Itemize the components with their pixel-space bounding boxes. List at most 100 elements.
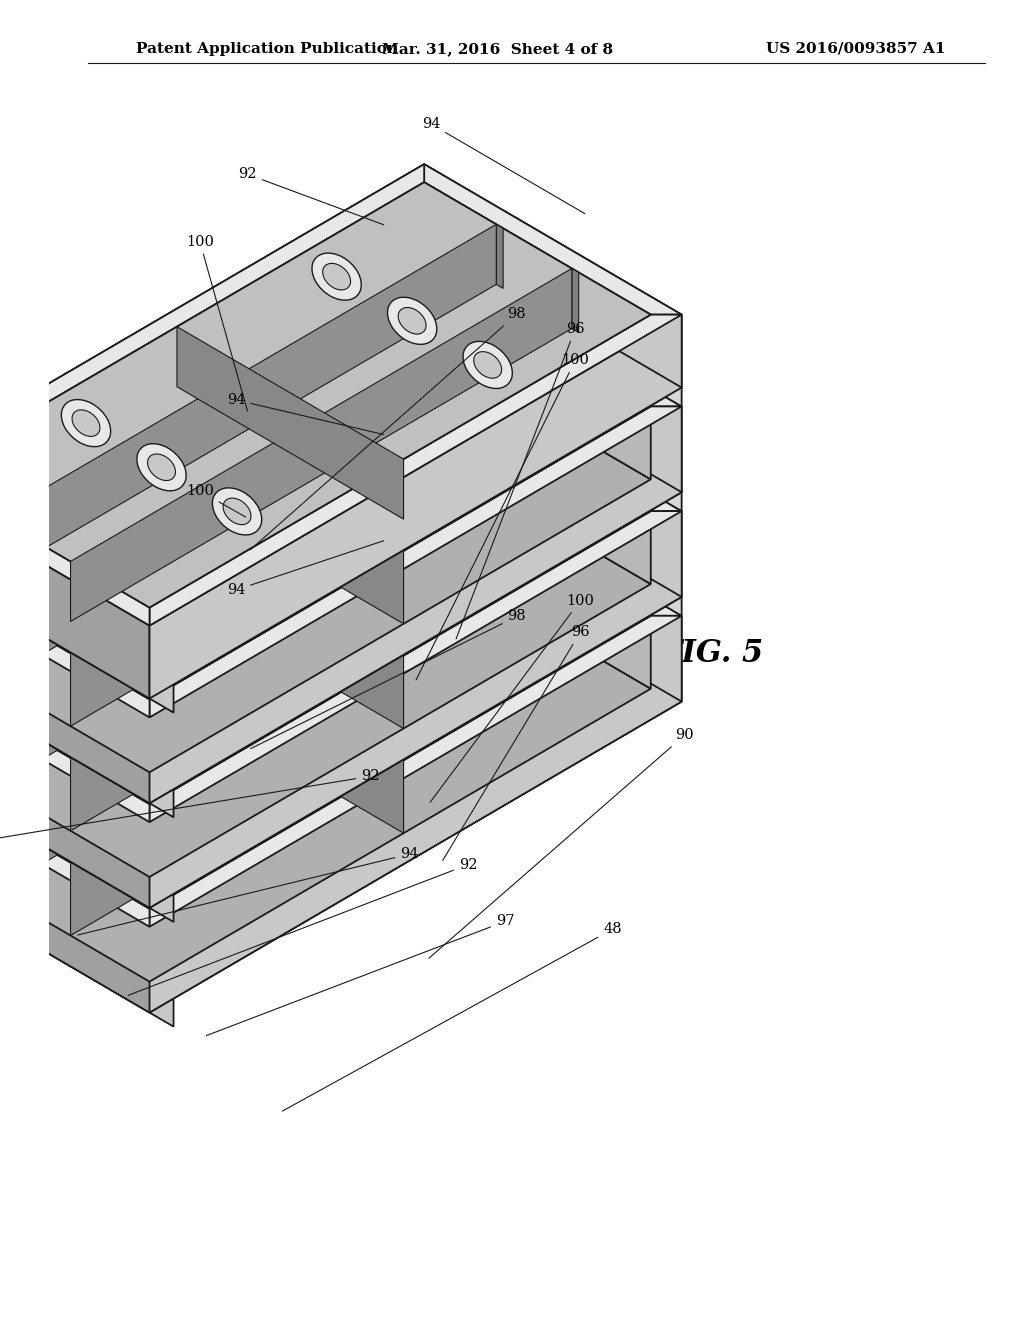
- Ellipse shape: [223, 694, 251, 721]
- Polygon shape: [571, 465, 579, 543]
- Ellipse shape: [474, 351, 502, 379]
- Polygon shape: [571, 360, 579, 437]
- Polygon shape: [0, 466, 424, 776]
- Ellipse shape: [72, 502, 100, 528]
- Ellipse shape: [474, 653, 502, 680]
- Polygon shape: [0, 451, 651, 876]
- Polygon shape: [150, 511, 682, 908]
- Polygon shape: [370, 289, 424, 321]
- Text: 96: 96: [442, 626, 590, 861]
- Polygon shape: [71, 268, 571, 622]
- Text: US 2016/0093857 A1: US 2016/0093857 A1: [767, 42, 946, 55]
- Polygon shape: [571, 570, 579, 647]
- Polygon shape: [571, 268, 579, 333]
- Polygon shape: [150, 747, 204, 779]
- Polygon shape: [370, 185, 400, 240]
- Polygon shape: [424, 379, 651, 583]
- Polygon shape: [424, 342, 682, 511]
- Polygon shape: [150, 314, 682, 626]
- Text: Patent Application Publication: Patent Application Publication: [136, 42, 398, 55]
- Polygon shape: [0, 421, 497, 787]
- Polygon shape: [0, 525, 497, 891]
- Ellipse shape: [61, 597, 111, 643]
- Ellipse shape: [333, 491, 353, 510]
- Text: FIG. 5: FIG. 5: [660, 638, 764, 669]
- Polygon shape: [0, 475, 150, 626]
- Polygon shape: [424, 275, 651, 479]
- Polygon shape: [150, 660, 173, 713]
- Polygon shape: [424, 360, 682, 597]
- Polygon shape: [150, 511, 682, 822]
- Ellipse shape: [137, 744, 186, 792]
- Ellipse shape: [312, 554, 361, 602]
- Polygon shape: [424, 483, 651, 689]
- Text: 94: 94: [78, 847, 419, 935]
- Polygon shape: [150, 851, 204, 883]
- Polygon shape: [0, 446, 424, 776]
- Polygon shape: [0, 360, 424, 672]
- Text: 90: 90: [429, 729, 694, 958]
- Polygon shape: [424, 256, 682, 407]
- Polygon shape: [0, 347, 651, 772]
- Polygon shape: [177, 326, 403, 519]
- Ellipse shape: [72, 606, 100, 632]
- Polygon shape: [177, 628, 403, 833]
- Polygon shape: [0, 483, 651, 908]
- Text: 48: 48: [283, 923, 622, 1111]
- Polygon shape: [370, 499, 400, 554]
- Polygon shape: [71, 465, 571, 830]
- Polygon shape: [497, 315, 503, 393]
- Polygon shape: [0, 568, 150, 718]
- Ellipse shape: [312, 450, 361, 496]
- Text: 100: 100: [430, 594, 594, 803]
- Ellipse shape: [387, 598, 437, 645]
- Polygon shape: [424, 238, 682, 407]
- Ellipse shape: [312, 345, 361, 392]
- Polygon shape: [424, 466, 682, 615]
- Polygon shape: [177, 523, 403, 729]
- Polygon shape: [0, 238, 424, 568]
- Ellipse shape: [147, 545, 175, 573]
- Polygon shape: [0, 475, 150, 698]
- Polygon shape: [0, 568, 150, 803]
- Ellipse shape: [137, 536, 186, 582]
- Ellipse shape: [72, 409, 100, 437]
- Polygon shape: [424, 446, 682, 615]
- Polygon shape: [370, 289, 400, 346]
- Ellipse shape: [333, 595, 353, 614]
- Text: Mar. 31, 2016  Sheet 4 of 8: Mar. 31, 2016 Sheet 4 of 8: [382, 42, 613, 55]
- Ellipse shape: [223, 800, 251, 826]
- Polygon shape: [150, 407, 682, 718]
- Ellipse shape: [323, 264, 350, 290]
- Ellipse shape: [220, 529, 241, 548]
- Polygon shape: [400, 185, 424, 238]
- Ellipse shape: [137, 640, 186, 688]
- Polygon shape: [0, 342, 682, 803]
- Polygon shape: [497, 224, 503, 288]
- Ellipse shape: [463, 643, 512, 689]
- Ellipse shape: [212, 684, 262, 731]
- Ellipse shape: [220, 634, 241, 653]
- Polygon shape: [0, 182, 651, 607]
- Ellipse shape: [72, 711, 100, 738]
- Ellipse shape: [147, 755, 175, 781]
- Polygon shape: [0, 256, 424, 653]
- Polygon shape: [0, 342, 424, 672]
- Ellipse shape: [147, 651, 175, 677]
- Polygon shape: [0, 224, 497, 577]
- Ellipse shape: [463, 433, 512, 480]
- Ellipse shape: [387, 389, 437, 436]
- Ellipse shape: [263, 651, 310, 697]
- Text: 92: 92: [128, 858, 477, 995]
- Ellipse shape: [474, 548, 502, 574]
- Polygon shape: [497, 525, 503, 602]
- Polygon shape: [0, 552, 682, 1012]
- Polygon shape: [370, 393, 400, 450]
- Polygon shape: [0, 164, 424, 475]
- Ellipse shape: [398, 609, 426, 635]
- Ellipse shape: [398, 400, 426, 426]
- Ellipse shape: [212, 579, 262, 627]
- Polygon shape: [370, 185, 424, 216]
- Polygon shape: [0, 672, 150, 908]
- Polygon shape: [0, 483, 424, 849]
